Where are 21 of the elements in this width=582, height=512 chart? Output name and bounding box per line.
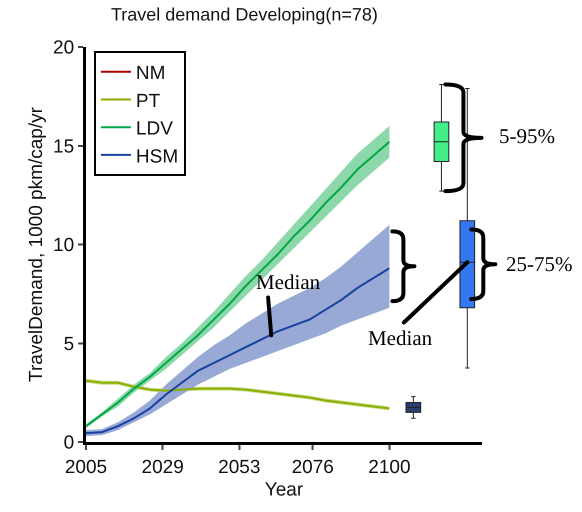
legend-label: LDV xyxy=(136,118,174,140)
x-tick-label: 2076 xyxy=(292,456,334,478)
y-tick-label: 5 xyxy=(64,334,74,355)
legend-label: HSM xyxy=(136,146,178,168)
y-tick-label: 20 xyxy=(53,38,74,59)
x-tick-label: 2029 xyxy=(142,456,184,478)
legend-label: NM xyxy=(136,63,166,84)
legend-label: PT xyxy=(136,90,161,112)
annotation: 25-75% xyxy=(506,252,572,276)
y-tick-label: 0 xyxy=(64,432,74,454)
y-tick-label: 10 xyxy=(53,235,74,256)
annotation: Median xyxy=(256,270,321,294)
y-tick-label: 15 xyxy=(53,136,74,158)
x-tick-label: 2100 xyxy=(368,456,411,478)
annotation: 5-95% xyxy=(499,124,555,148)
y-axis-title: TravelDemand, 1000 pkm/cap/yr xyxy=(26,106,47,382)
x-tick-label: 2005 xyxy=(64,456,108,478)
x-tick-label: 2053 xyxy=(218,456,260,478)
x-axis-title: Year xyxy=(264,480,304,501)
chart-title: Travel demand Developing(n=78) xyxy=(110,4,378,24)
annotation: Median xyxy=(368,326,433,350)
